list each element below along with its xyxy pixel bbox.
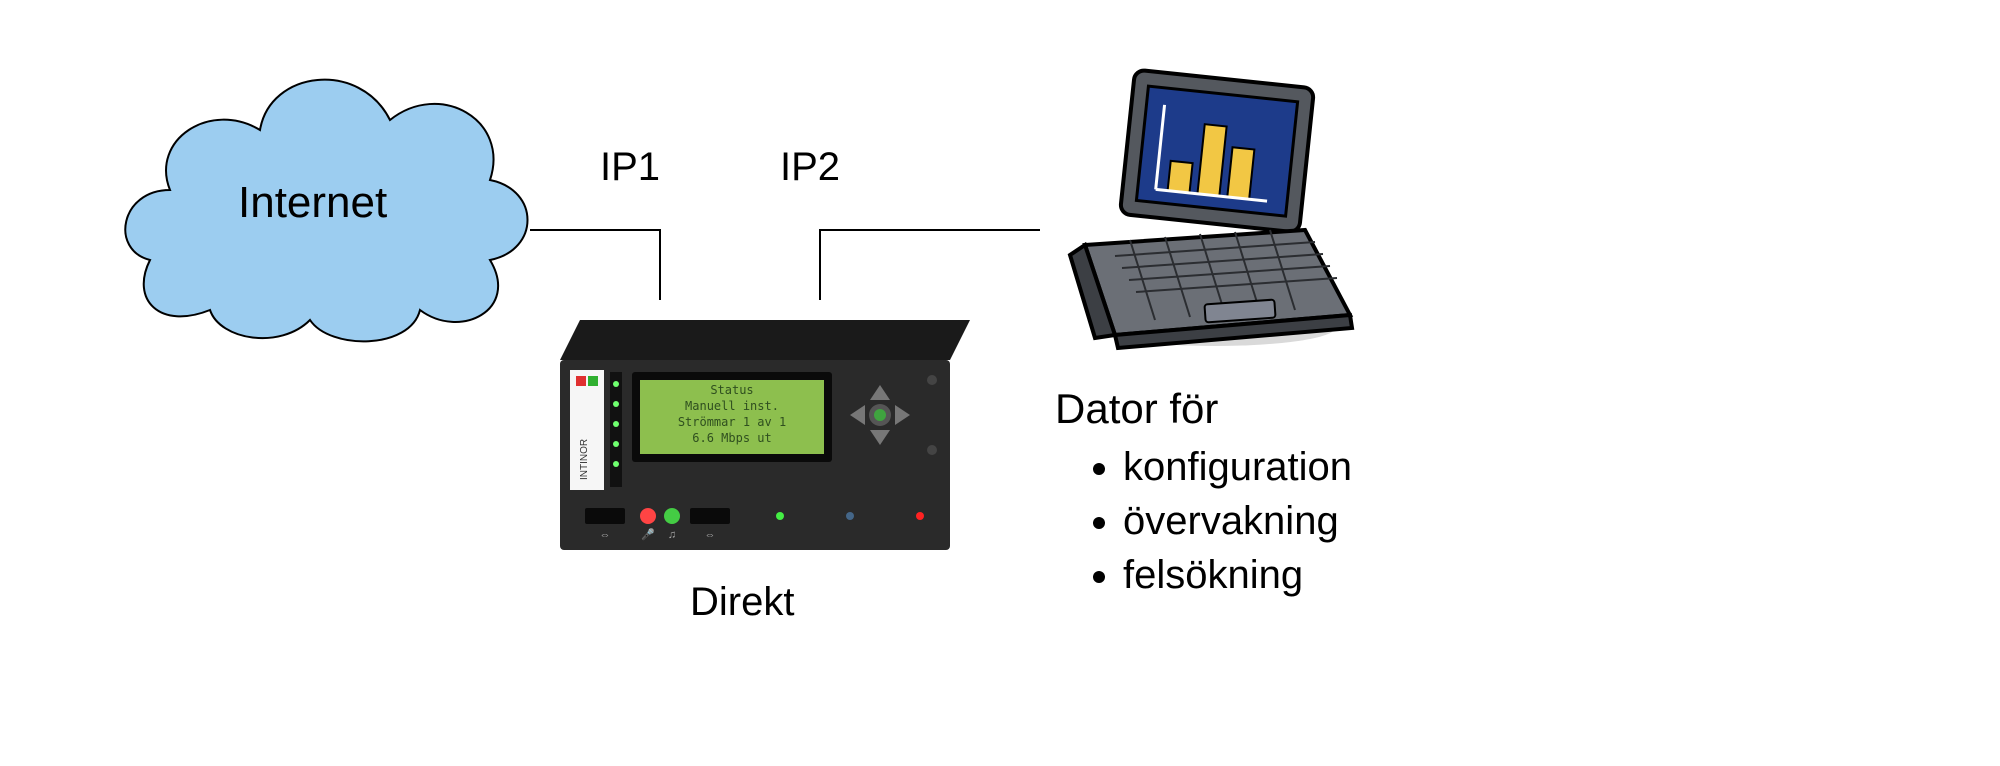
ip1-label: IP1 — [600, 145, 660, 190]
bullet-item: övervakning — [1123, 494, 1352, 548]
cloud-label: Internet — [238, 178, 387, 228]
bullet-item: felsökning — [1123, 548, 1352, 602]
laptop-icon — [1030, 60, 1370, 360]
lcd-line-2: Strömmar 1 av 1 — [678, 415, 786, 429]
lcd-line-1: Manuell inst. — [685, 399, 779, 413]
svg-text:⇔: ⇔ — [705, 529, 716, 541]
svg-text:♫: ♫ — [668, 529, 676, 541]
device-label: Direkt — [690, 580, 794, 625]
brand-text: INTINOR — [579, 439, 590, 480]
direkt-device-icon: INTINOR Status Manuell inst. Strömmar 1 … — [540, 290, 1000, 570]
computer-heading: Dator för — [1055, 385, 1218, 433]
lcd-line-0: Status — [710, 383, 753, 397]
bullet-item: konfiguration — [1123, 440, 1352, 494]
computer-bullets: konfiguration övervakning felsökning — [1075, 440, 1352, 602]
svg-text:🎤: 🎤 — [641, 527, 655, 541]
diagram-canvas: Internet IP1 IP2 INTINOR Status Manuell … — [0, 0, 2000, 766]
lcd-line-3: 6.6 Mbps ut — [692, 431, 771, 445]
ip2-label: IP2 — [780, 145, 840, 190]
svg-text:⇔: ⇔ — [600, 529, 611, 541]
